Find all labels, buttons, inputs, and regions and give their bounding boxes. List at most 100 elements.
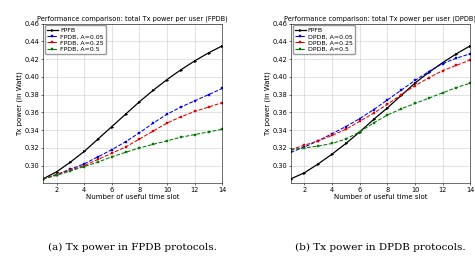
DPDB, A=0.25 <box>412 84 418 87</box>
FPFB <box>370 118 376 121</box>
FPDB, A=0.25 <box>178 115 184 118</box>
Line: DPDB, A=0.05: DPDB, A=0.05 <box>289 52 472 154</box>
FPFB <box>54 170 59 173</box>
DPDB, A=0.05 <box>343 125 349 128</box>
FPDB, A=0.25 <box>123 145 129 149</box>
FPFB <box>178 68 184 71</box>
FPFB <box>95 138 101 141</box>
FPFB <box>137 100 142 103</box>
Text: (b) Tx power in DPDB protocols.: (b) Tx power in DPDB protocols. <box>295 242 466 252</box>
DPDB, A=0.5 <box>302 146 307 149</box>
Line: FPFB: FPFB <box>41 45 224 180</box>
DPDB, A=0.05 <box>357 117 362 120</box>
DPDB, A=0.25 <box>426 76 432 79</box>
DPDB, A=0.5 <box>384 113 390 117</box>
FPFB <box>219 44 225 47</box>
FPDB, A=0.05 <box>67 168 73 171</box>
Legend: FPFB, FPDB, A=0.05, FPDB, A=0.25, FPDB, A=0.5: FPFB, FPDB, A=0.05, FPDB, A=0.25, FPDB, … <box>45 25 106 54</box>
FPDB, A=0.25 <box>109 152 114 155</box>
DPDB, A=0.05 <box>315 139 321 142</box>
FPDB, A=0.05 <box>178 106 184 109</box>
DPDB, A=0.05 <box>440 62 446 65</box>
Title: Performance comparison: total Tx power per user (FPDB): Performance comparison: total Tx power p… <box>37 16 228 22</box>
Legend: FPFB, DPDB, A=0.05, DPDB, A=0.25, DPDB, A=0.5: FPFB, DPDB, A=0.05, DPDB, A=0.25, DPDB, … <box>293 25 355 54</box>
FPFB <box>151 89 156 92</box>
DPDB, A=0.25 <box>302 144 307 147</box>
FPDB, A=0.05 <box>219 87 225 90</box>
FPDB, A=0.05 <box>95 155 101 158</box>
FPDB, A=0.05 <box>109 148 114 151</box>
FPDB, A=0.5 <box>109 155 114 158</box>
DPDB, A=0.05 <box>288 151 294 154</box>
FPFB <box>357 130 362 133</box>
DPDB, A=0.5 <box>440 91 446 94</box>
DPDB, A=0.5 <box>454 86 459 89</box>
FPFB <box>288 177 294 181</box>
FPFB <box>81 150 87 153</box>
FPDB, A=0.05 <box>137 131 142 134</box>
DPDB, A=0.05 <box>302 145 307 149</box>
DPDB, A=0.5 <box>426 97 432 100</box>
Line: DPDB, A=0.25: DPDB, A=0.25 <box>289 59 472 151</box>
FPDB, A=0.25 <box>192 110 198 113</box>
DPDB, A=0.25 <box>370 112 376 115</box>
FPDB, A=0.5 <box>178 136 184 139</box>
DPDB, A=0.5 <box>412 102 418 105</box>
FPDB, A=0.25 <box>67 168 73 172</box>
DPDB, A=0.5 <box>315 145 321 148</box>
DPDB, A=0.25 <box>467 58 473 62</box>
FPDB, A=0.5 <box>95 161 101 164</box>
DPDB, A=0.5 <box>329 142 335 145</box>
FPDB, A=0.5 <box>137 146 142 149</box>
DPDB, A=0.5 <box>467 81 473 85</box>
FPDB, A=0.05 <box>40 177 46 181</box>
FPDB, A=0.5 <box>81 165 87 168</box>
DPDB, A=0.5 <box>343 138 349 141</box>
FPFB <box>426 71 432 74</box>
FPDB, A=0.25 <box>151 129 156 133</box>
DPDB, A=0.5 <box>370 122 376 125</box>
FPDB, A=0.25 <box>137 138 142 141</box>
X-axis label: Number of useful time slot: Number of useful time slot <box>334 194 427 200</box>
DPDB, A=0.05 <box>426 70 432 73</box>
FPFB <box>206 51 211 54</box>
FPDB, A=0.5 <box>123 151 129 154</box>
FPFB <box>329 152 335 156</box>
Line: FPFB: FPFB <box>289 45 472 180</box>
FPFB <box>343 142 349 145</box>
FPDB, A=0.25 <box>54 173 59 176</box>
DPDB, A=0.25 <box>357 120 362 123</box>
DPDB, A=0.25 <box>315 139 321 142</box>
Line: FPDB, A=0.5: FPDB, A=0.5 <box>41 128 224 180</box>
Title: Performance comparison: total Tx power per user (DPDB): Performance comparison: total Tx power p… <box>285 16 475 22</box>
DPDB, A=0.05 <box>399 89 404 92</box>
DPDB, A=0.25 <box>329 134 335 137</box>
FPDB, A=0.5 <box>54 174 59 177</box>
FPDB, A=0.05 <box>151 122 156 125</box>
FPFB <box>454 52 459 55</box>
FPFB <box>123 113 129 116</box>
FPDB, A=0.5 <box>67 170 73 173</box>
FPDB, A=0.25 <box>219 101 225 104</box>
Line: FPDB, A=0.05: FPDB, A=0.05 <box>41 87 224 180</box>
FPFB <box>315 162 321 165</box>
DPDB, A=0.05 <box>412 79 418 82</box>
DPDB, A=0.5 <box>357 130 362 133</box>
DPDB, A=0.25 <box>440 69 446 72</box>
DPDB, A=0.25 <box>343 128 349 131</box>
FPDB, A=0.25 <box>81 164 87 167</box>
FPDB, A=0.5 <box>219 128 225 131</box>
FPDB, A=0.05 <box>206 93 211 96</box>
FPDB, A=0.5 <box>206 130 211 133</box>
FPFB <box>412 81 418 85</box>
FPDB, A=0.25 <box>206 106 211 109</box>
FPFB <box>192 59 198 62</box>
DPDB, A=0.05 <box>384 98 390 101</box>
FPDB, A=0.05 <box>54 173 59 176</box>
FPFB <box>67 161 73 164</box>
FPDB, A=0.5 <box>192 133 198 136</box>
FPFB <box>440 61 446 64</box>
DPDB, A=0.25 <box>288 148 294 151</box>
FPDB, A=0.5 <box>151 143 156 146</box>
FPDB, A=0.25 <box>40 177 46 181</box>
